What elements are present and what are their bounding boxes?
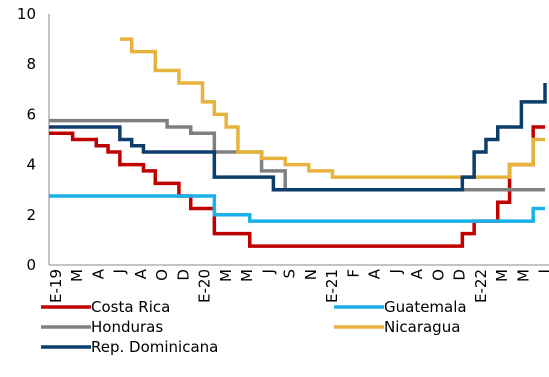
x-tick-label: F (344, 269, 362, 278)
x-tick-label: E-20 (196, 269, 214, 303)
series-line (119, 37, 545, 179)
x-tick-label: M (514, 269, 532, 282)
x-tick-label: D (174, 269, 192, 281)
x-tick-label: A (408, 268, 426, 279)
y-tick-label: 10 (17, 5, 36, 23)
x-tick-label: A (132, 268, 150, 279)
y-tick-label: 2 (26, 206, 36, 224)
x-tick-label: E-21 (323, 269, 341, 303)
x-tick-label: O (153, 269, 171, 281)
y-tick-label: 0 (26, 256, 36, 274)
legend: Costa Rica Guatemala Honduras Nicaragua Rep.… (41, 298, 467, 356)
legend-label: Guatemala (384, 298, 467, 316)
x-tick-label: E-19 (47, 269, 65, 303)
x-tick-label: J (111, 269, 129, 274)
y-tick-label: 6 (26, 105, 36, 123)
legend-label: Rep. Dominicana (91, 338, 218, 356)
series-line (49, 118, 545, 192)
x-tick-label: J (536, 269, 549, 274)
x-tick-label: O (429, 269, 447, 281)
series-line (49, 83, 547, 192)
series-line (49, 194, 545, 223)
x-tick-label: N (302, 269, 320, 280)
x-tick-label: A (366, 268, 384, 279)
x-tick-label: S (281, 269, 299, 279)
series-line (49, 125, 545, 248)
x-tick-label: M (217, 269, 235, 282)
legend-label: Honduras (91, 318, 163, 336)
x-tick-label: E-22 (472, 269, 490, 303)
y-tick-label: 8 (26, 55, 36, 73)
x-tick-label: A (89, 268, 107, 279)
x-tick-label: D (451, 269, 469, 281)
y-tick-label: 4 (26, 156, 36, 174)
legend-label: Costa Rica (91, 298, 170, 316)
y-tick-labels: 0 2 4 6 8 10 (17, 5, 36, 274)
legend-label: Nicaragua (384, 318, 460, 336)
x-tick-label: M (238, 269, 256, 282)
x-tick-label: J (259, 269, 277, 274)
x-tick-label: J (387, 269, 405, 274)
x-tick-label: M (493, 269, 511, 282)
x-tick-label: M (68, 269, 86, 282)
series-lines (49, 37, 547, 248)
